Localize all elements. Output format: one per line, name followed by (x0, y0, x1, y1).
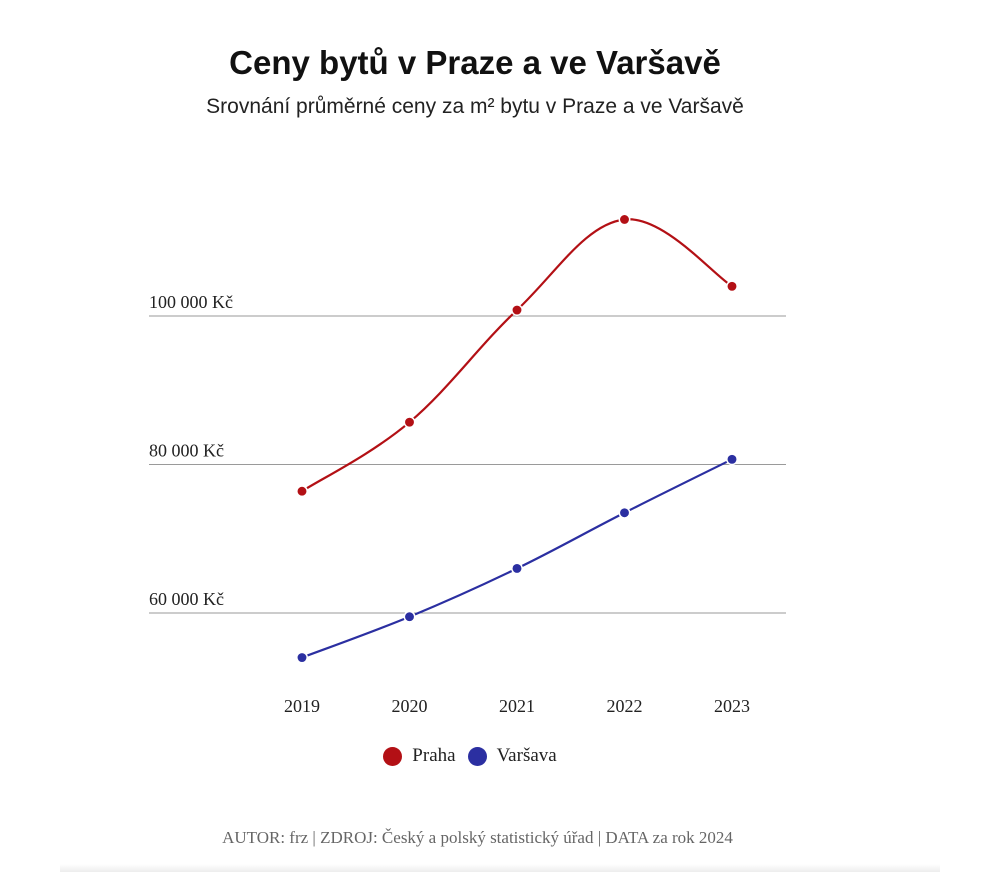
legend-item[interactable]: Praha (383, 745, 456, 767)
series-lines (301, 218, 733, 659)
chart-subtitle: Srovnání průměrné ceny za m² bytu v Praz… (206, 95, 744, 118)
data-point-praha-2022[interactable] (618, 213, 631, 226)
legend-label: Varšava (496, 745, 557, 766)
chart-title: Ceny bytů v Praze a ve Varšavě (229, 44, 721, 81)
series-line-varsava (301, 458, 733, 659)
data-point-varsava-2020[interactable] (403, 610, 416, 623)
data-point-varsava-2023[interactable] (726, 453, 738, 466)
footer-credits: AUTOR: frz | ZDROJ: Český a polský stati… (222, 828, 733, 847)
data-point-praha-2021[interactable] (511, 304, 523, 317)
legend-label: Praha (412, 745, 456, 766)
legend-item[interactable]: Varšava (467, 745, 557, 767)
series-points (296, 213, 738, 664)
x-axis-ticks: 2019 2020 2021 2022 2023 (284, 696, 750, 716)
data-point-varsava-2022[interactable] (618, 506, 631, 519)
data-point-varsava-2021[interactable] (511, 562, 523, 575)
data-point-praha-2023[interactable] (726, 280, 738, 293)
x-tick-label: 2021 (499, 696, 535, 716)
gridlines (149, 315, 786, 614)
x-tick-label: 2022 (607, 696, 643, 716)
y-axis-ticks: 60 000 Kč 80 000 Kč 100 000 Kč (149, 292, 233, 609)
x-tick-label: 2023 (714, 696, 750, 716)
series-line-praha (301, 218, 733, 493)
y-tick-label: 80 000 Kč (149, 441, 224, 461)
legend-swatch (467, 746, 487, 766)
legend-swatch (383, 746, 403, 766)
bottom-shadow (60, 864, 940, 872)
y-tick-label: 100 000 Kč (149, 292, 233, 312)
data-point-praha-2019[interactable] (296, 485, 308, 498)
y-tick-label: 60 000 Kč (149, 589, 224, 609)
data-point-praha-2020[interactable] (403, 416, 416, 429)
x-tick-label: 2020 (392, 696, 428, 716)
x-tick-label: 2019 (284, 696, 320, 716)
data-point-varsava-2019[interactable] (296, 651, 308, 664)
legend: Praha Varšava (0, 745, 940, 772)
